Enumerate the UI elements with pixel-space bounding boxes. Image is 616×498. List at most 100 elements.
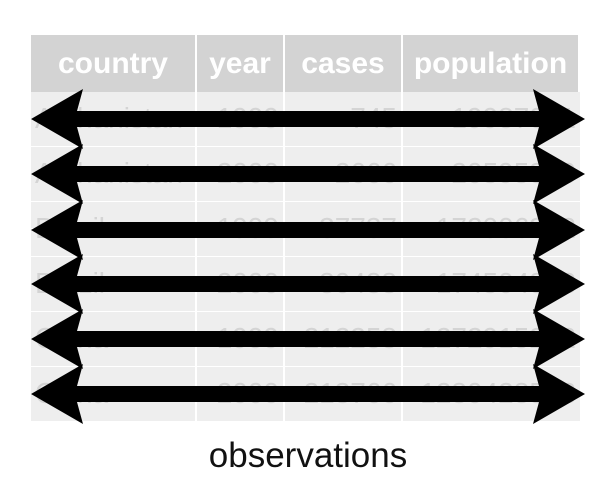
cell-year-bottom: 1999 [197, 119, 285, 147]
cell-value: 212258 [304, 339, 397, 353]
cell-population-top: 174504898 [403, 257, 580, 284]
cell-population-bottom: 172006362 [403, 229, 580, 257]
cell-value: Brazil [35, 229, 105, 243]
cell-cases-bottom: 745 [285, 119, 403, 147]
cell-value: China [35, 394, 108, 408]
data-table: country year cases population Afghanista… [31, 35, 580, 422]
cell-value: 1280428583 [420, 377, 576, 394]
cell-population-top: 172006362 [403, 202, 580, 229]
cell-value: 2000 [216, 267, 279, 284]
cell-country-bottom: Brazil [31, 284, 197, 312]
cell-population-top: 20595360 [403, 147, 580, 174]
cell-value: 19987071 [451, 102, 576, 119]
cell-country-top: China [31, 312, 197, 339]
cell-value: 20595360 [451, 157, 576, 174]
cell-value: 20595360 [451, 174, 576, 188]
cell-value: 2000 [217, 174, 279, 188]
cell-year-bottom: 2000 [197, 284, 285, 312]
cell-value: 37737 [319, 212, 397, 229]
cell-value: 1280428583 [420, 394, 576, 408]
cell-country-bottom: China [31, 339, 197, 367]
cell-value: 37737 [319, 229, 397, 243]
cell-value: 212258 [303, 322, 397, 339]
cell-value: 1999 [217, 229, 279, 243]
cell-cases-top: 2666 [285, 147, 403, 174]
cell-value: 2666 [335, 174, 397, 188]
cell-value: 2666 [334, 157, 397, 174]
cell-country-top: Brazil [31, 257, 197, 284]
cell-year-top: 2000 [197, 257, 285, 284]
cell-country-bottom: Afghanistan [31, 174, 197, 202]
cell-year-bottom: 1999 [197, 229, 285, 257]
cell-country-top: Afghanistan [31, 92, 197, 119]
caption-observations: observations [208, 436, 408, 475]
cell-value: China [35, 339, 108, 353]
cell-population-bottom: 174504898 [403, 284, 580, 312]
cell-country-top: Afghanistan [31, 147, 197, 174]
header-year: year [197, 35, 285, 92]
cell-country-bottom: China [31, 394, 197, 422]
cell-population-bottom: 1280428583 [403, 394, 580, 422]
cell-cases-top: 745 [285, 92, 403, 119]
cell-value: 1999 [216, 322, 279, 339]
cell-year-bottom: 2000 [197, 394, 285, 422]
cell-value: 172006362 [436, 229, 576, 243]
cell-population-bottom: 19987071 [403, 119, 580, 147]
cell-cases-top: 37737 [285, 202, 403, 229]
header-population: population [403, 35, 580, 92]
header-cases: cases [285, 35, 403, 92]
cell-value: 1272915272 [420, 322, 576, 339]
cell-country-bottom: Brazil [31, 229, 197, 257]
cell-population-top: 19987071 [403, 92, 580, 119]
cell-year-top: 2000 [197, 367, 285, 394]
cell-value: Brazil [35, 284, 105, 298]
cell-value: Afghanistan [35, 174, 183, 188]
cell-value: Brazil [35, 267, 106, 284]
cell-cases-top: 212258 [285, 312, 403, 339]
cell-value: 172006362 [435, 212, 576, 229]
cell-value: 745 [350, 119, 397, 133]
cell-value: 1999 [217, 119, 279, 133]
cell-cases-top: 80488 [285, 257, 403, 284]
cell-value: 745 [350, 102, 397, 119]
cell-value: 213766 [303, 377, 397, 394]
cell-country-top: Brazil [31, 202, 197, 229]
cell-country-top: China [31, 367, 197, 394]
cell-value: Afghanistan [35, 119, 183, 133]
cell-value: 1272915272 [420, 339, 576, 353]
cell-value: 2000 [216, 377, 279, 394]
cell-cases-bottom: 2666 [285, 174, 403, 202]
cell-value: China [35, 322, 109, 339]
cell-value: China [35, 377, 109, 394]
cell-year-top: 1999 [197, 202, 285, 229]
cell-year-top: 2000 [197, 147, 285, 174]
cell-value: 213766 [304, 394, 397, 408]
cell-value: Afghanistan [35, 102, 183, 119]
cell-value: 2000 [217, 394, 279, 408]
cell-cases-bottom: 37737 [285, 229, 403, 257]
cell-year-top: 1999 [197, 92, 285, 119]
cell-value: 2000 [217, 284, 279, 298]
cell-country-bottom: Afghanistan [31, 119, 197, 147]
cell-population-top: 1280428583 [403, 367, 580, 394]
cell-value: 174504898 [436, 284, 576, 298]
cell-cases-bottom: 80488 [285, 284, 403, 312]
cell-value: 80488 [319, 284, 397, 298]
cell-year-bottom: 2000 [197, 174, 285, 202]
cell-value: 80488 [319, 267, 397, 284]
cell-value: 1999 [216, 102, 279, 119]
cell-value: 1999 [217, 339, 279, 353]
cell-value: 174504898 [435, 267, 576, 284]
cell-cases-bottom: 213766 [285, 394, 403, 422]
cell-population-bottom: 1272915272 [403, 339, 580, 367]
cell-cases-bottom: 212258 [285, 339, 403, 367]
cell-value: 19987071 [451, 119, 576, 133]
cell-population-bottom: 20595360 [403, 174, 580, 202]
cell-year-bottom: 1999 [197, 339, 285, 367]
cell-value: Brazil [35, 212, 106, 229]
cell-population-top: 1272915272 [403, 312, 580, 339]
cell-cases-top: 213766 [285, 367, 403, 394]
header-country: country [31, 35, 197, 92]
cell-value: 2000 [216, 157, 279, 174]
cell-value: 1999 [216, 212, 279, 229]
